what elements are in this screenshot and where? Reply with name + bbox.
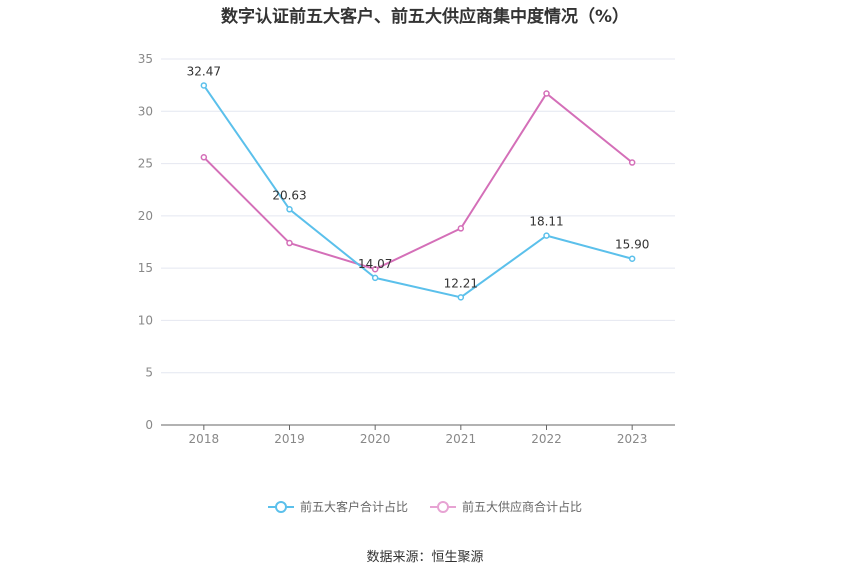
data-label: 12.21 bbox=[444, 276, 478, 290]
data-point-0 bbox=[371, 274, 379, 282]
y-tick-label: 15 bbox=[138, 261, 153, 275]
data-point-1 bbox=[371, 265, 379, 273]
legend-marker-customers bbox=[267, 500, 294, 513]
data-point-0 bbox=[200, 82, 208, 89]
data-label: 18.11 bbox=[529, 215, 563, 229]
x-tick-label: 2022 bbox=[531, 432, 562, 446]
legend-label-suppliers: 前五大供应商合计占比 bbox=[462, 500, 583, 514]
y-tick-label: 20 bbox=[138, 209, 153, 223]
data-label: 20.63 bbox=[272, 188, 306, 202]
legend: 前五大客户合计占比 前五大供应商合计占比 bbox=[0, 498, 850, 515]
data-point-0 bbox=[628, 255, 636, 262]
data-point-1 bbox=[628, 159, 636, 166]
data-label: 32.47 bbox=[187, 64, 221, 78]
axes: 0 5 10 15 20 25 30 35 2018 2019 2020 2021 2022 2023 bbox=[138, 52, 675, 446]
legend-item-suppliers[interactable]: 前五大供应商合计占比 bbox=[430, 498, 582, 515]
series-line-0 bbox=[203, 84, 633, 299]
data-label: 14.07 bbox=[358, 257, 392, 271]
legend-item-customers[interactable]: 前五大客户合计占比 bbox=[267, 498, 408, 515]
source-note: 数据来源：恒生聚源 bbox=[366, 550, 484, 565]
y-tick-label: 10 bbox=[138, 313, 153, 327]
data-point-1 bbox=[286, 239, 293, 247]
y-tick-label: 25 bbox=[138, 157, 153, 171]
x-tick-label: 2020 bbox=[360, 432, 391, 446]
y-tick-label: 35 bbox=[138, 52, 153, 66]
data-point-0 bbox=[286, 206, 293, 213]
y-tick-label: 30 bbox=[138, 104, 153, 118]
data-labels: 32.47 20.63 14.07 12.21 18.11 15.90 bbox=[187, 64, 650, 290]
series-line-1 bbox=[203, 92, 633, 271]
data-point-0 bbox=[543, 232, 550, 239]
y-tick-label: 5 bbox=[145, 366, 153, 380]
x-tick-label: 2019 bbox=[274, 432, 305, 446]
legend-marker-suppliers bbox=[430, 500, 456, 513]
data-point-0 bbox=[457, 294, 465, 301]
data-label: 15.90 bbox=[615, 238, 649, 252]
grid-lines bbox=[161, 58, 675, 374]
chart-title: 数字认证前五大客户、前五大供应商集中度情况（%） bbox=[220, 7, 630, 27]
x-tick-label: 2021 bbox=[446, 432, 477, 446]
legend-label-customers: 前五大客户合计占比 bbox=[299, 500, 408, 514]
line-chart: 0 5 10 15 20 25 30 35 2018 2019 2020 2021 2022 2023 3… bbox=[138, 52, 675, 446]
y-tick-label: 0 bbox=[145, 418, 153, 432]
data-point-1 bbox=[200, 154, 208, 161]
x-tick-label: 2018 bbox=[189, 432, 220, 446]
series-lines bbox=[200, 82, 636, 301]
data-point-1 bbox=[457, 225, 465, 232]
x-tick-label: 2023 bbox=[617, 432, 648, 446]
data-point-1 bbox=[543, 90, 550, 97]
